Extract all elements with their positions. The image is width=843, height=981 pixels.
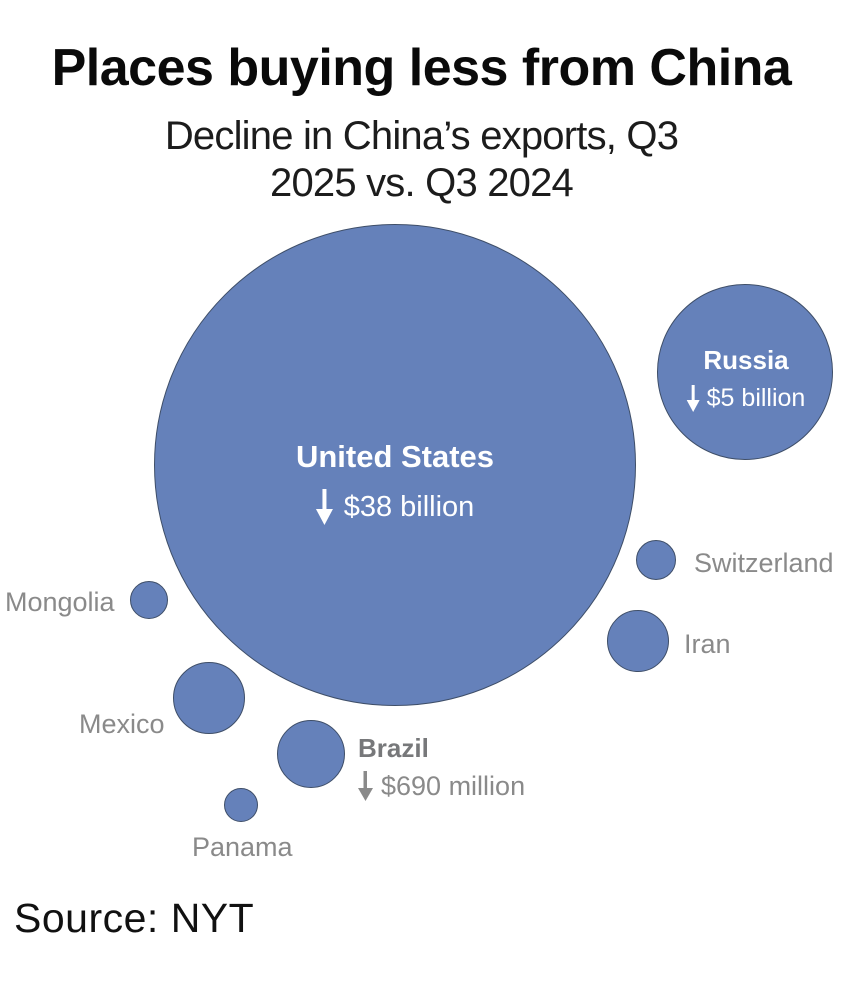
bubble-mongolia (130, 581, 168, 619)
bubble-united-states (154, 224, 636, 706)
decline-value-row: $690 million (358, 771, 525, 801)
bubble-switzerland (636, 540, 676, 580)
country-name-mongolia: Mongolia (5, 587, 115, 617)
down-arrow-icon (686, 385, 700, 412)
country-name-united-states: United States (295, 439, 495, 474)
country-name-switzerland: Switzerland (694, 548, 834, 578)
bubble-label-brazil: Brazil $690 million (358, 733, 525, 801)
country-name-iran: Iran (684, 629, 731, 659)
bubble-label-russia: Russia $5 billion (686, 345, 806, 413)
bubble-iran (607, 610, 669, 672)
decline-value-brazil: $690 million (381, 771, 526, 801)
bubble-russia (657, 284, 833, 460)
chart-subtitle-line1: Decline in China’s exports, Q3 (164, 114, 679, 158)
bubble-label-united-states: United States $38 billion (296, 439, 494, 525)
decline-value-row: $38 billion (296, 489, 494, 525)
decline-value-united-states: $38 billion (343, 490, 475, 523)
down-arrow-icon (315, 489, 333, 525)
country-name-panama: Panama (192, 832, 293, 862)
country-name-brazil: Brazil (358, 733, 429, 763)
down-arrow-icon (358, 771, 373, 801)
decline-value-row: $5 billion (686, 384, 806, 413)
bubble-brazil (277, 720, 345, 788)
source-attribution: Source: NYT (14, 895, 255, 941)
country-name-mexico: Mexico (79, 709, 165, 739)
decline-value-russia: $5 billion (706, 384, 806, 412)
chart-subtitle-line2: 2025 vs. Q3 2024 (270, 161, 574, 205)
bubble-mexico (173, 662, 245, 734)
chart-subtitle: Decline in China’s exports, Q3 2025 vs. … (0, 113, 843, 207)
bubble-panama (224, 788, 258, 822)
page-title: Places buying less from China (51, 39, 792, 97)
country-name-russia: Russia (703, 345, 789, 375)
